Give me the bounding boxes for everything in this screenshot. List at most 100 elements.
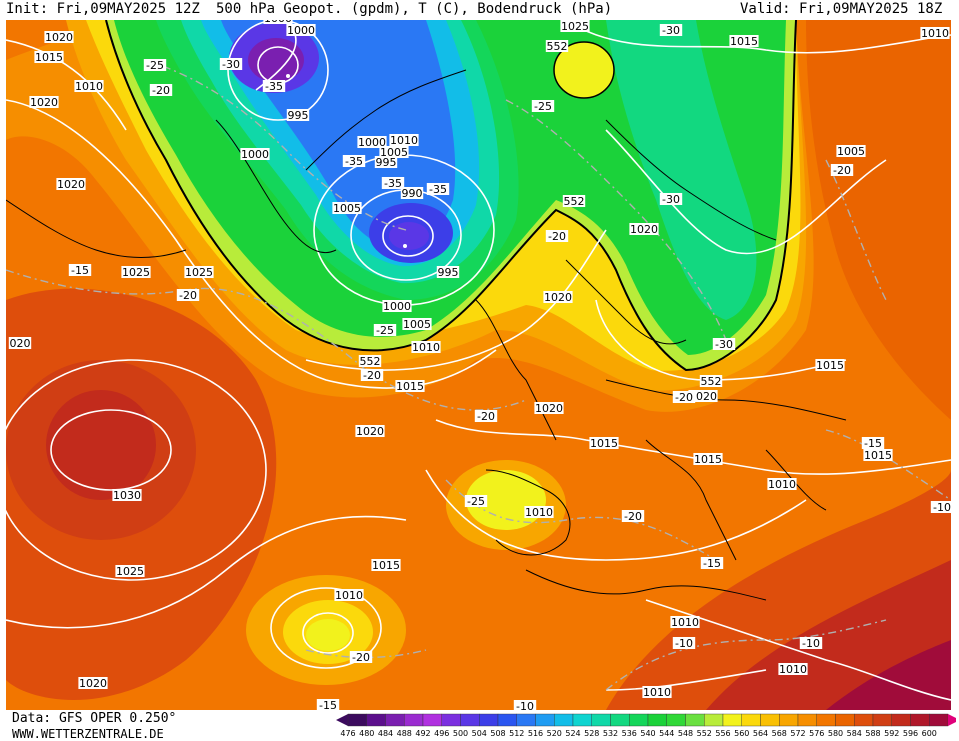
contour-label-box (670, 616, 700, 628)
scale-swatch (422, 713, 442, 727)
contour-label-box (373, 324, 397, 336)
contour-label: -15 (703, 557, 721, 570)
weather-map: 1000100099510201015101010201000100010101… (6, 20, 951, 710)
scale-swatch (797, 713, 817, 727)
scale-swatch (872, 713, 892, 727)
contour-label: -10 (933, 501, 951, 514)
scale-label: 480 (359, 729, 375, 738)
contour-label-box (357, 136, 387, 148)
contour-label-box (534, 402, 564, 414)
scale-swatch (891, 713, 911, 727)
cutoff-low-center (306, 619, 350, 651)
scale-label: 592 (884, 729, 900, 738)
contour-label-box (543, 291, 573, 303)
website-credit: WWW.WETTERZENTRALE.DE (12, 727, 164, 741)
contour-label-box (176, 289, 200, 301)
weather-map-svg: 1000100099510201015101010201000100010101… (6, 20, 951, 710)
contour-label-box (342, 155, 366, 167)
contour-label-box (29, 96, 59, 108)
scale-swatch (704, 713, 724, 727)
contour-label: -20 (152, 84, 170, 97)
contour-label-box (411, 341, 441, 353)
contour-label-box (382, 300, 412, 312)
scale-swatch (647, 713, 667, 727)
contour-label-box (767, 478, 797, 490)
contour-label-box (219, 58, 243, 70)
scale-swatch (722, 713, 742, 727)
map-title: 500 hPa Geopot. (gpdm), T (C), Bodendruc… (216, 1, 613, 17)
contour-label-box (700, 557, 724, 569)
contour-label: 1025 (122, 266, 150, 279)
contour-label: 1005 (380, 146, 408, 159)
geopotential-field-580-east (806, 20, 951, 420)
data-source: Data: GFS OPER 0.250° (12, 711, 177, 726)
scale-swatch (779, 713, 799, 727)
color-scale-labels: 476 480 484 488 492 496 500 504 508 512 516 520 524 5… (340, 729, 944, 740)
contour-label: 1005 (403, 318, 431, 331)
scale-label: 524 (565, 729, 581, 738)
scale-label: 516 (527, 729, 544, 738)
contour-label-box (863, 449, 893, 461)
svalbard-field-556 (554, 42, 614, 98)
scale-label: 556 (715, 729, 731, 738)
contour-label-box (402, 318, 432, 330)
contour-label: -25 (376, 324, 394, 337)
contour-label-box (930, 501, 951, 513)
contour-label: 995 (376, 156, 397, 169)
contour-label: 1015 (396, 380, 424, 393)
scale-label: 492 (415, 729, 431, 738)
contour-label-box (400, 187, 424, 199)
contour-label: -20 (548, 230, 566, 243)
scale-swatch (929, 713, 949, 727)
contour-label-box (286, 109, 310, 121)
contour-label: -20 (833, 164, 851, 177)
contour-label-box (531, 100, 555, 112)
low-center-marker (403, 244, 407, 248)
arctic-low-marker (286, 74, 290, 78)
contour-label: -35 (345, 155, 363, 168)
scale-swatch (685, 713, 705, 727)
valid-time: Valid: Fri,09MAY2025 18Z (740, 1, 943, 17)
contour-label: 1000 (287, 24, 315, 37)
contour-label-box (381, 177, 405, 189)
contour-label: 1000 (264, 20, 292, 25)
contour-label-box (349, 651, 373, 663)
contour-label: 1020 (30, 96, 58, 109)
coastlines (6, 69, 847, 601)
scale-swatch (385, 713, 405, 727)
contour-label: 1030 (113, 489, 141, 502)
contour-label: -25 (534, 100, 552, 113)
scale-label: 584 (846, 729, 862, 738)
scale-swatch (572, 713, 592, 727)
contour-label-box (240, 148, 270, 160)
scale-label: 520 (546, 729, 562, 738)
scale-label: 572 (790, 729, 806, 738)
scale-label: 580 (827, 729, 844, 738)
contour-label-box (184, 266, 214, 278)
contour-label-box (112, 489, 142, 501)
color-scale-bar (336, 713, 956, 727)
map-header: Init: Fri,09MAY2025 12Z 500 hPa Geopot. … (0, 0, 959, 20)
scale-swatch (591, 713, 611, 727)
scale-label: 504 (471, 729, 487, 738)
contour-label-box (562, 195, 586, 207)
contour-label: -10 (516, 700, 534, 710)
scale-swatch (460, 713, 480, 727)
contour-label: 1020 (689, 390, 717, 403)
contour-label: 1015 (590, 437, 618, 450)
contour-label: -10 (675, 637, 693, 650)
contour-label: 1010 (525, 506, 553, 519)
contour-label-box (778, 663, 808, 675)
contour-label: 1015 (694, 453, 722, 466)
contour-label-box (589, 437, 619, 449)
contour-label: 020 (10, 337, 31, 350)
scale-label: 548 (677, 729, 694, 738)
scale-label: 560 (734, 729, 750, 738)
scale-swatch (666, 713, 686, 727)
contour-label-box (830, 164, 854, 176)
contour-label-box (34, 51, 64, 63)
contour-label: 1010 (643, 686, 671, 699)
map-footer: Data: GFS OPER 0.250° WWW.WETTERZENTRALE… (0, 710, 959, 741)
contour-label-box (659, 193, 683, 205)
greenland-low-center (389, 222, 429, 250)
